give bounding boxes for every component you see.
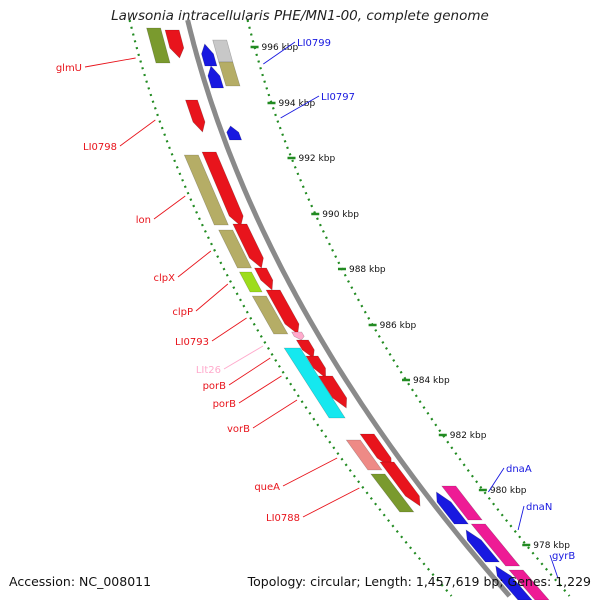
tick-label: 984 kbp	[413, 376, 450, 386]
label-leader-fwd-0	[263, 41, 296, 65]
gene-arrow-vorB	[317, 375, 348, 409]
label-leader-1	[119, 119, 156, 147]
gene-label: LI0797	[321, 92, 355, 103]
label-leader-fwd-1	[280, 95, 320, 119]
gene-arrow-clpP	[254, 267, 274, 291]
gene-label: clpP	[172, 307, 193, 318]
tick-label: 986 kbp	[380, 321, 417, 331]
tick-label: 996 kbp	[262, 43, 299, 53]
gene-arrow-lon	[201, 151, 244, 227]
gene-label: gyrB	[552, 551, 575, 562]
gene-block-clpP	[239, 271, 263, 293]
label-leader-2	[153, 195, 186, 220]
gene-arrow-dnaA	[436, 491, 469, 525]
gene-block-lon	[183, 154, 229, 226]
gene-block-glmU	[146, 27, 171, 64]
genome-title: Lawsonia intracellularis PHE/MN1-00, com…	[111, 8, 489, 24]
gene-block-LI0793	[251, 295, 289, 335]
gene-arrow-porB-1	[295, 339, 315, 359]
gene-label: porB	[203, 381, 227, 392]
topology-text: Topology: circular; Length: 1,457,619 bp…	[247, 574, 591, 589]
gene-block-LI0799-a	[212, 39, 234, 63]
gene-block-vorB	[283, 347, 346, 419]
genome-backbone	[185, 19, 512, 598]
gene-label: LI0798	[83, 142, 117, 153]
label-leader-5	[211, 317, 247, 342]
gene-block-dnaN	[470, 523, 521, 567]
tick-label: 982 kbp	[450, 431, 487, 441]
tick-label: 992 kbp	[298, 154, 335, 164]
gene-arrow-LI0797	[226, 125, 243, 141]
label-leader-0	[84, 57, 136, 68]
label-leader-fwd-3	[517, 505, 525, 531]
label-leader-11	[302, 487, 360, 518]
tick-label: 978 kbp	[533, 541, 570, 551]
label-leader-10	[282, 457, 338, 487]
label-leader-8	[238, 375, 282, 404]
accession-text: Accession: NC_008011	[9, 574, 152, 589]
gene-block-queA	[345, 439, 383, 471]
gene-label: porB	[213, 399, 237, 410]
gene-block-gyrB	[508, 569, 550, 600]
gene-arrow-LIt26	[291, 331, 305, 341]
gene-arrow-dnaN	[465, 529, 501, 563]
gene-arrow-LI0788	[379, 461, 421, 507]
gene-label: LI0799	[297, 38, 331, 49]
label-leader-9	[252, 399, 298, 429]
gene-label: LI0793	[175, 337, 209, 348]
gene-label: clpX	[154, 273, 176, 284]
label-leader-fwd-4	[549, 554, 559, 579]
gene-arrow-gyrB	[495, 565, 533, 600]
gene-label: vorB	[227, 424, 250, 435]
gene-label: dnaA	[506, 464, 532, 475]
gene-label: queA	[254, 482, 280, 493]
gene-arrow-LI0799-b	[207, 65, 225, 89]
tick-label: 980 kbp	[490, 486, 527, 496]
gene-label: glmU	[56, 63, 82, 74]
label-leader-7	[228, 357, 271, 386]
gene-label: LIt26	[196, 365, 221, 376]
label-leader-4	[195, 283, 229, 312]
gene-block-LI0788	[370, 473, 415, 513]
label-leader-3	[177, 250, 212, 278]
label-leader-fwd-2	[487, 467, 505, 493]
gene-arrow-glmU	[164, 29, 185, 59]
gene-arrow-LI0793	[265, 289, 300, 335]
gene-label: dnaN	[526, 502, 552, 513]
gene-label: LI0788	[266, 513, 300, 524]
gene-label: lon	[136, 215, 151, 226]
gene-arrow-porB-2	[305, 355, 327, 379]
gene-block-clpX	[218, 229, 252, 269]
tick-label: 994 kbp	[278, 99, 315, 109]
label-leader-6	[223, 345, 264, 370]
tick-label: 990 kbp	[322, 210, 359, 220]
gene-arrow-clpX	[232, 223, 264, 269]
gene-block-dnaA	[441, 485, 483, 521]
gene-arrow-LI0798	[185, 99, 206, 133]
gene-block-LI0799-b	[218, 61, 241, 87]
tick-label: 988 kbp	[349, 265, 386, 275]
